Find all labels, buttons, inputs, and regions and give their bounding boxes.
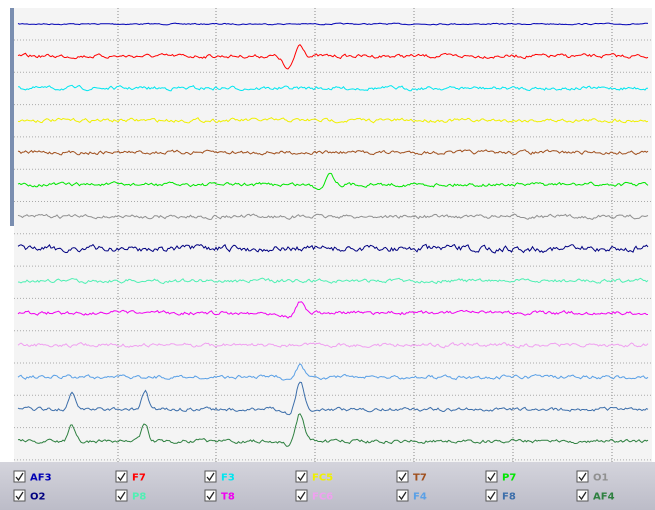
channel-checkbox[interactable]	[204, 470, 217, 483]
channel-checkbox[interactable]	[485, 470, 498, 483]
legend-panel	[0, 462, 655, 510]
eeg-trace	[17, 301, 649, 319]
channel-label: FC5	[312, 473, 333, 484]
channel-label: T8	[221, 492, 235, 503]
checkmark	[206, 472, 215, 482]
eeg-trace	[17, 149, 649, 156]
channel-checkbox[interactable]	[295, 489, 308, 502]
eeg-trace	[17, 243, 649, 254]
channel-checkbox[interactable]	[115, 470, 128, 483]
eeg-trace	[17, 213, 649, 221]
channel-checkbox[interactable]	[485, 489, 498, 502]
checkmark	[398, 491, 407, 501]
checkmark	[297, 491, 306, 501]
plot-area	[14, 8, 652, 462]
channel-checkbox[interactable]	[576, 470, 589, 483]
channel-label: P7	[502, 473, 516, 484]
legend: AF3 F7 F3 FC5 T7 P7 O1 O2 P8 T8 FC6 F4 F8 AF4	[13, 470, 615, 503]
channel-label: T7	[413, 473, 427, 484]
eeg-trace	[17, 117, 649, 124]
channel-checkbox[interactable]	[295, 470, 308, 483]
checkmark	[297, 472, 306, 482]
eeg-trace	[17, 413, 649, 447]
checkmark	[117, 472, 126, 482]
channel-checkbox[interactable]	[13, 470, 26, 483]
eeg-trace	[17, 363, 649, 381]
channel-label: F8	[502, 492, 516, 503]
channel-checkbox[interactable]	[576, 489, 589, 502]
channel-checkbox[interactable]	[204, 489, 217, 502]
checkmark	[15, 491, 24, 501]
eeg-trace	[17, 22, 649, 26]
channel-label: F7	[132, 473, 146, 484]
checkmark	[398, 472, 407, 482]
eeg-trace	[17, 341, 649, 349]
channel-label: FC6	[312, 492, 333, 503]
checkmark	[487, 472, 496, 482]
eeg-trace	[17, 44, 649, 70]
checkmark	[487, 491, 496, 501]
checkmark	[117, 491, 126, 501]
eeg-trace	[17, 381, 649, 416]
eeg-trace	[17, 277, 649, 285]
channel-label: F4	[413, 492, 427, 503]
eeg-trace	[17, 84, 648, 92]
traces	[17, 22, 649, 447]
channel-checkbox[interactable]	[115, 489, 128, 502]
scrollbar[interactable]	[10, 8, 14, 226]
checkmark	[578, 491, 587, 501]
grid	[14, 8, 652, 462]
channel-label: P8	[132, 492, 146, 503]
checkmark	[15, 472, 24, 482]
eeg-trace	[17, 172, 649, 190]
channel-checkbox[interactable]	[396, 489, 409, 502]
channel-label: F3	[221, 473, 235, 484]
channel-label: O2	[30, 492, 46, 503]
channel-checkbox[interactable]	[396, 470, 409, 483]
channel-label: O1	[593, 473, 609, 484]
channel-checkbox[interactable]	[13, 489, 26, 502]
channel-label: AF4	[593, 492, 615, 503]
checkmark	[578, 472, 587, 482]
channel-label: AF3	[30, 473, 52, 484]
checkmark	[206, 491, 215, 501]
